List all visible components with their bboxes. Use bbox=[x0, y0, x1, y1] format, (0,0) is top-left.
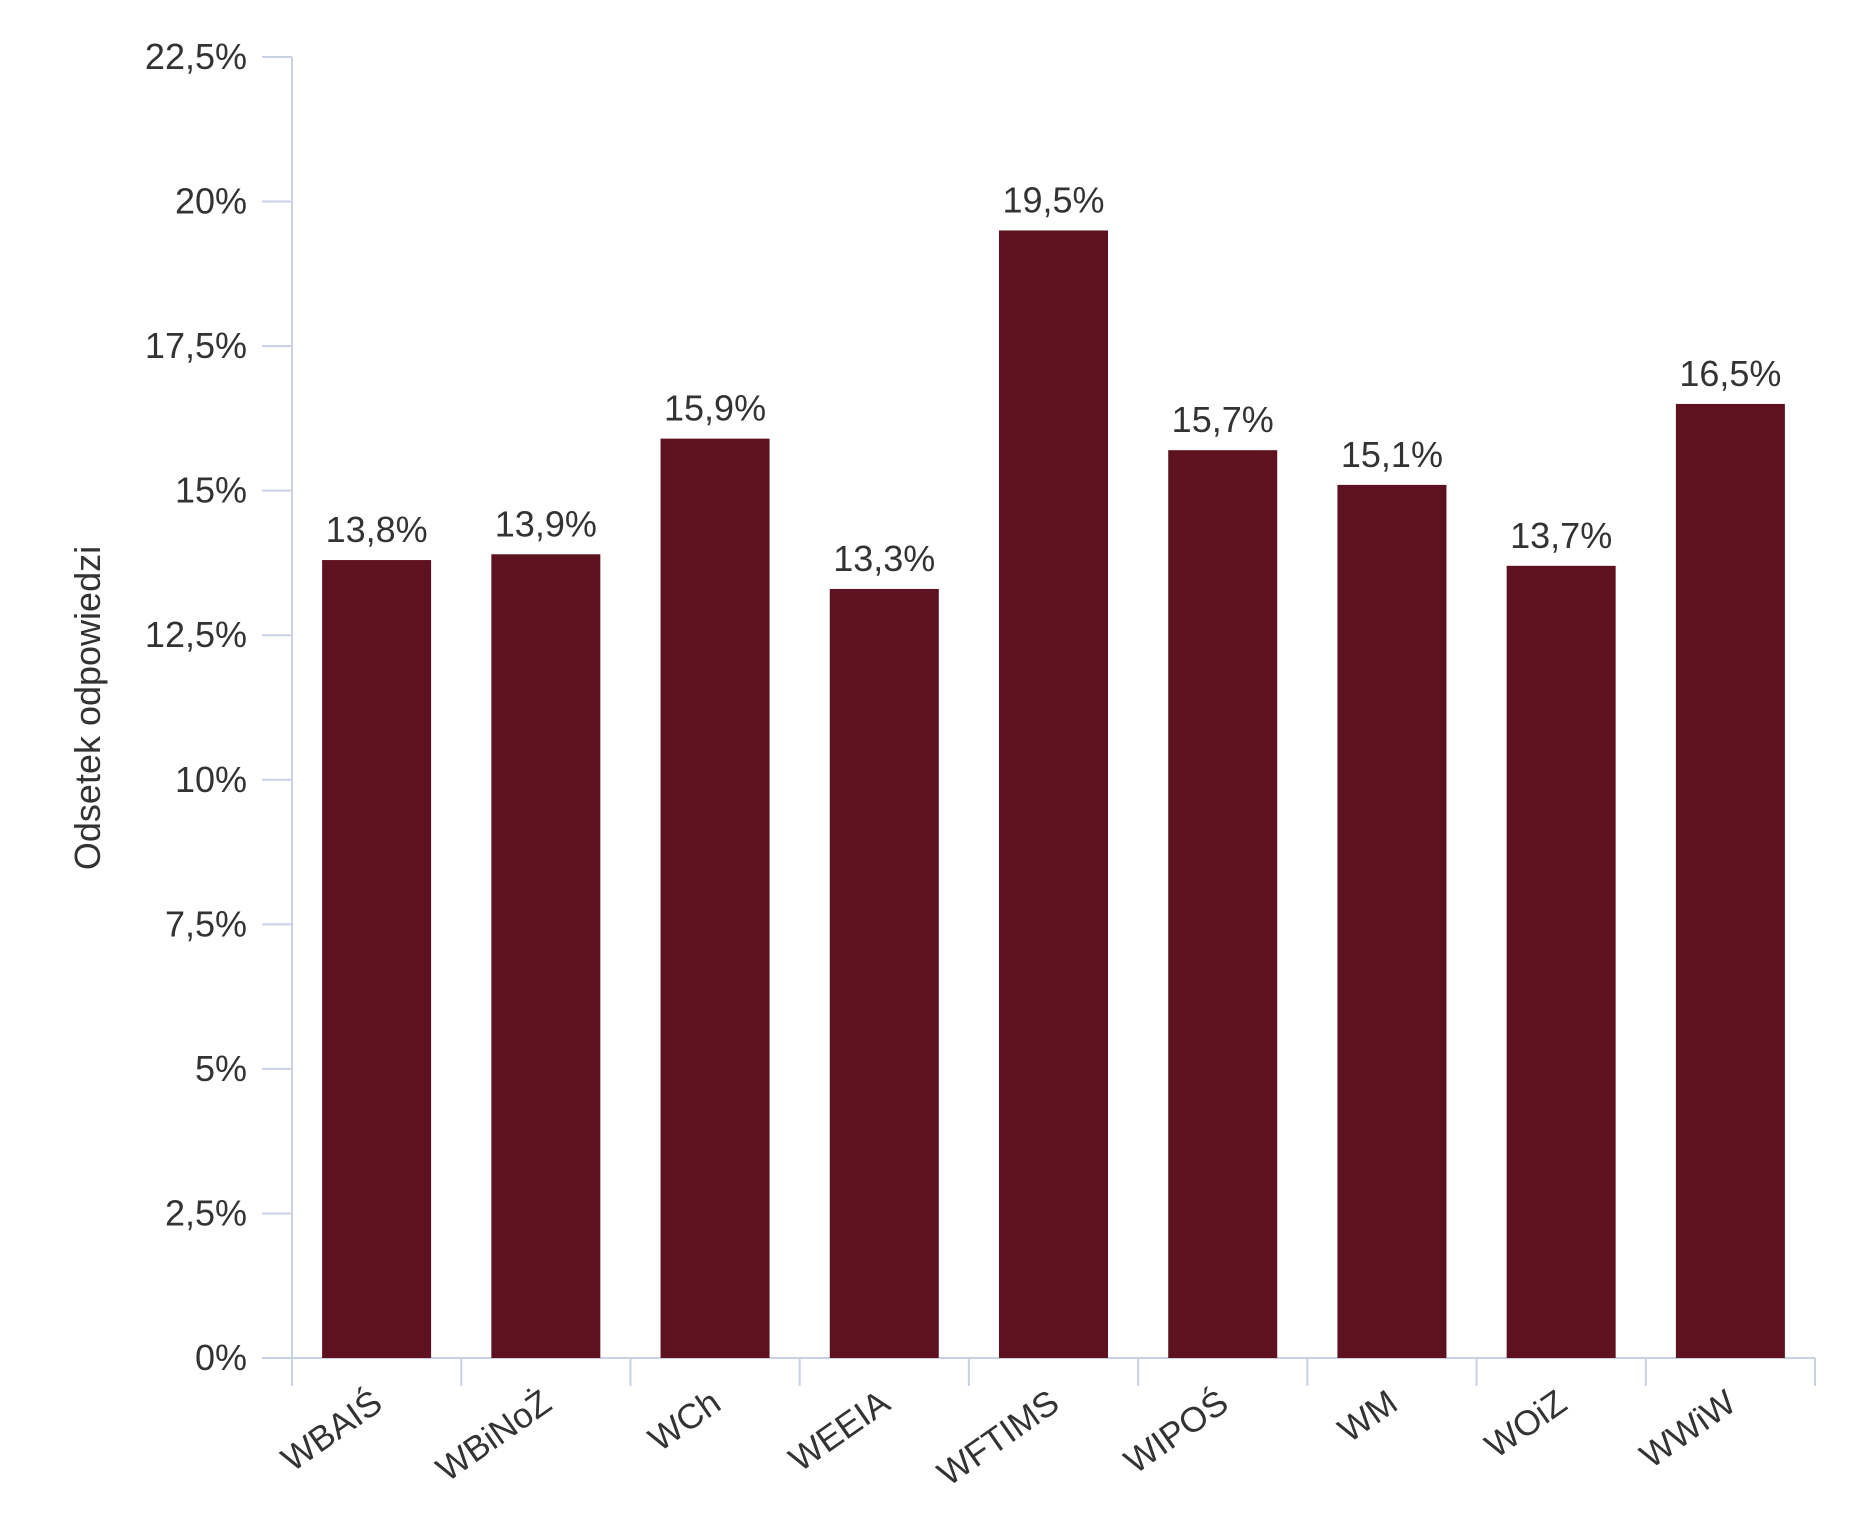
bar bbox=[1506, 565, 1616, 1358]
x-category-label: WWiW bbox=[1633, 1383, 1743, 1476]
y-tick-label: 10% bbox=[175, 759, 247, 800]
y-tick-label: 15% bbox=[175, 470, 247, 511]
bar bbox=[322, 560, 432, 1358]
bar bbox=[1675, 403, 1785, 1358]
bar-value-label: 15,7% bbox=[1172, 399, 1274, 440]
x-category-label: WFTIMS bbox=[931, 1383, 1066, 1494]
bar-value-label: 13,7% bbox=[1510, 515, 1612, 556]
bar bbox=[1168, 450, 1278, 1358]
y-tick-label: 7,5% bbox=[165, 903, 247, 944]
y-tick-label: 0% bbox=[195, 1337, 247, 1378]
bars bbox=[322, 230, 1785, 1359]
y-tick-label: 5% bbox=[195, 1048, 247, 1089]
x-category-label: WIPOŚ bbox=[1117, 1382, 1236, 1482]
bar-value-label: 13,9% bbox=[495, 503, 597, 544]
y-tick-label: 22,5% bbox=[145, 36, 247, 77]
x-axis: WBAIŚ WBiNoŻ WCh WEEIA WFTIMS WIPOŚ WM WOiZ WWiW bbox=[274, 1357, 1816, 1494]
x-category-label: WCh bbox=[642, 1383, 728, 1460]
bar-value-label: 13,3% bbox=[833, 538, 935, 579]
bar bbox=[491, 554, 601, 1358]
y-tick-label: 12,5% bbox=[145, 614, 247, 655]
x-category-label: WM bbox=[1331, 1383, 1404, 1451]
bar-value-label: 19,5% bbox=[1002, 179, 1104, 220]
y-tick-label: 20% bbox=[175, 181, 247, 222]
bar-value-label: 16,5% bbox=[1679, 353, 1781, 394]
x-category-label: WBiNoŻ bbox=[429, 1383, 558, 1490]
bar bbox=[829, 588, 939, 1358]
data-labels: 13,8% 13,9% 15,9% 13,3% 19,5% 15,7% 15,1% 13,7%… bbox=[326, 179, 1782, 578]
bar-value-label: 15,9% bbox=[664, 388, 766, 429]
y-axis-title: Odsetek odpowiedzi bbox=[67, 546, 108, 870]
bar-value-label: 15,1% bbox=[1341, 434, 1443, 475]
x-category-label: WBAIŚ bbox=[274, 1382, 389, 1479]
y-tick-label: 17,5% bbox=[145, 325, 247, 366]
bar bbox=[1337, 484, 1447, 1359]
bar bbox=[999, 230, 1108, 1358]
x-category-label: WOiZ bbox=[1478, 1383, 1574, 1466]
x-category-label: WEEIA bbox=[782, 1382, 897, 1479]
y-tick-label: 2,5% bbox=[165, 1192, 247, 1233]
bar-value-label: 13,8% bbox=[326, 509, 428, 550]
y-axis: 0% 2,5% 5% 7,5% 10% 12,5% 15% 17,5% 20% 22,5% bbox=[145, 36, 293, 1378]
bar bbox=[660, 438, 770, 1358]
